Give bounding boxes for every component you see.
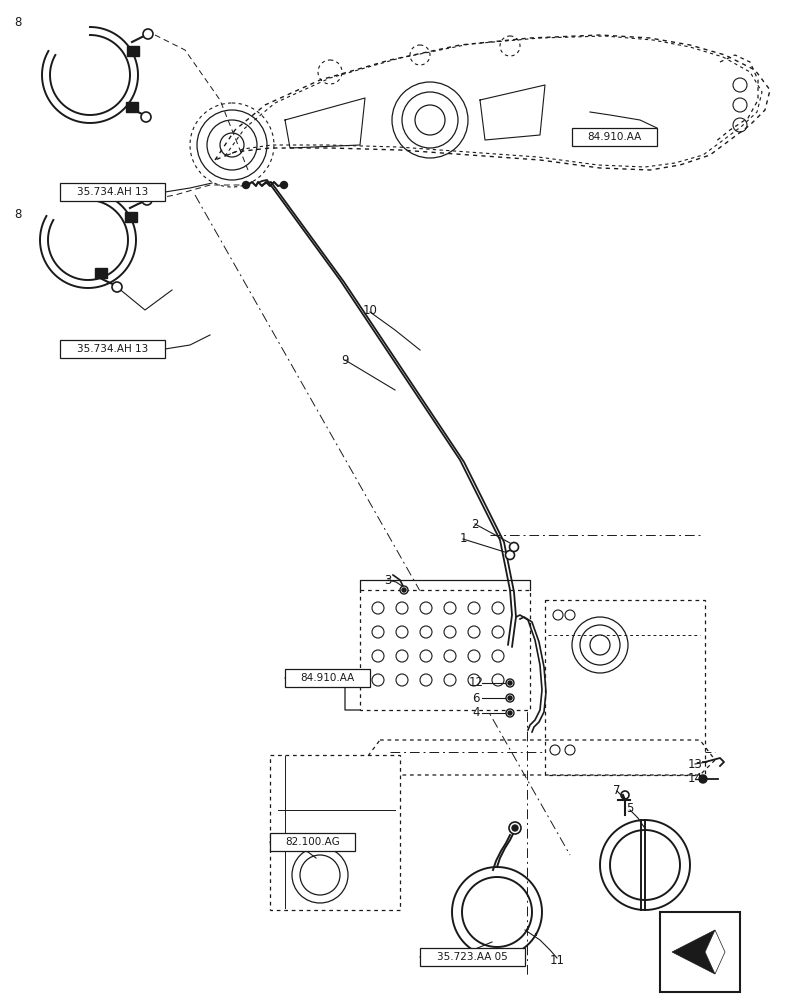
Circle shape [509, 822, 521, 834]
Text: 10: 10 [363, 304, 377, 316]
Text: 35.723.AA 05: 35.723.AA 05 [437, 952, 508, 962]
Text: 14: 14 [688, 772, 702, 786]
Text: 6: 6 [472, 692, 480, 704]
Circle shape [142, 195, 152, 205]
Circle shape [400, 586, 408, 594]
Circle shape [699, 775, 707, 783]
Circle shape [143, 29, 153, 39]
Text: 7: 7 [613, 784, 621, 796]
Circle shape [506, 550, 515, 560]
Bar [126, 102, 138, 112]
Circle shape [508, 711, 512, 715]
Text: 3: 3 [385, 574, 392, 586]
Circle shape [402, 588, 406, 592]
Text: 13: 13 [688, 758, 702, 770]
Circle shape [112, 282, 122, 292]
Text: 84.910.AA: 84.910.AA [301, 673, 355, 683]
Text: 84.910.AA: 84.910.AA [587, 132, 642, 142]
Bar [60, 340, 165, 358]
Text: 5: 5 [626, 802, 633, 814]
Polygon shape [672, 930, 715, 974]
Bar [60, 183, 165, 201]
Bar [125, 212, 137, 222]
Text: 82.100.AG: 82.100.AG [285, 837, 340, 847]
Circle shape [242, 182, 250, 188]
Text: 2: 2 [471, 518, 479, 530]
Text: 8: 8 [15, 16, 22, 29]
Bar [360, 590, 530, 710]
Circle shape [280, 182, 288, 188]
Text: 35.734.AH 13: 35.734.AH 13 [77, 187, 148, 197]
Text: 4: 4 [472, 706, 480, 720]
Text: 11: 11 [549, 954, 565, 966]
Bar [270, 755, 400, 910]
Bar [270, 833, 355, 851]
Text: 12: 12 [469, 676, 483, 690]
Circle shape [506, 709, 514, 717]
Circle shape [512, 825, 518, 831]
Circle shape [508, 681, 512, 685]
Bar [285, 669, 370, 687]
Circle shape [506, 679, 514, 687]
Bar [95, 268, 107, 278]
Bar [660, 912, 740, 992]
Bar [127, 46, 139, 56]
Polygon shape [705, 930, 725, 974]
Bar [572, 128, 657, 146]
Circle shape [510, 542, 519, 552]
Text: 1: 1 [459, 532, 467, 546]
Text: 9: 9 [341, 354, 349, 366]
Circle shape [506, 694, 514, 702]
Circle shape [508, 696, 512, 700]
Circle shape [141, 112, 151, 122]
Text: 35.734.AH 13: 35.734.AH 13 [77, 344, 148, 354]
Text: 8: 8 [15, 209, 22, 222]
Bar [420, 948, 525, 966]
Bar [545, 600, 705, 775]
